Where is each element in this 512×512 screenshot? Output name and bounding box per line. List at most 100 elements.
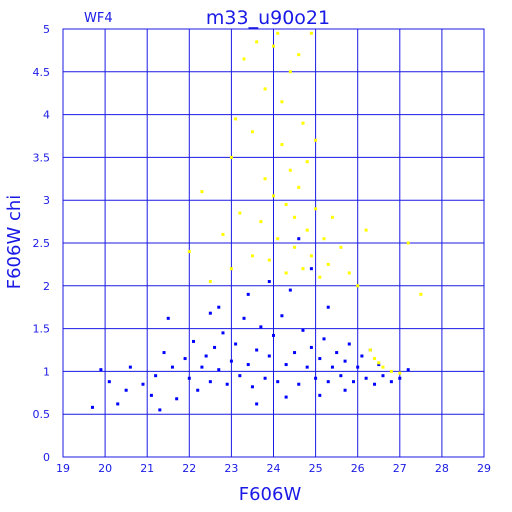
scatter-point	[301, 328, 305, 332]
scatter-point	[99, 368, 103, 372]
scatter-point	[339, 245, 343, 249]
scatter-point	[280, 314, 284, 318]
scatter-point	[364, 376, 368, 380]
scatter-point	[229, 155, 233, 159]
y-tick-label: 1.5	[33, 323, 51, 336]
scatter-point	[377, 363, 381, 367]
scatter-point	[267, 258, 271, 262]
scatter-point	[284, 202, 288, 206]
scatter-point	[351, 380, 355, 384]
scatter-point	[234, 117, 238, 121]
y-tick-label: 0	[43, 451, 50, 464]
scatter-point	[335, 351, 339, 355]
scatter-point	[213, 345, 217, 349]
y-tick-label: 3.5	[33, 151, 51, 164]
scatter-point	[162, 351, 166, 355]
x-tick-labels: 19 20 21 22 23 24 25 26 27 28 29	[56, 462, 491, 475]
scatter-point	[284, 395, 288, 399]
scatter-point	[305, 228, 309, 232]
scatter-point	[377, 361, 381, 365]
scatter-point	[221, 232, 225, 236]
scatter-point	[373, 382, 377, 386]
scatter-point	[288, 70, 292, 74]
scatter-point	[234, 342, 238, 346]
y-tick-label: 4	[43, 109, 50, 122]
scatter-point	[107, 380, 111, 384]
scatter-point	[305, 160, 309, 164]
scatter-point	[238, 211, 242, 215]
scatter-point	[149, 393, 153, 397]
scatter-point	[255, 348, 259, 352]
y-tick-label: 2	[43, 280, 50, 293]
scatter-point	[200, 190, 204, 194]
x-tick-label: 21	[140, 462, 154, 475]
scatter-point	[318, 275, 322, 279]
x-tick-label: 23	[224, 462, 238, 475]
scatter-point	[238, 374, 242, 378]
scatter-point	[293, 245, 297, 249]
y-tick-labels: 0 0.5 1 1.5 2 2.5 3 3.5 4 4.5 5	[33, 23, 51, 464]
scatter-point	[347, 271, 351, 275]
scatter-point	[419, 292, 423, 296]
data-points	[90, 31, 423, 412]
scatter-point	[267, 280, 271, 284]
scatter-point	[229, 359, 233, 363]
scatter-point	[242, 316, 246, 320]
scatter-series-0	[90, 237, 410, 412]
scatter-point	[326, 305, 330, 309]
y-tick-label: 0.5	[33, 408, 51, 421]
scatter-point	[250, 385, 254, 389]
scatter-point	[373, 357, 377, 361]
scatter-point	[225, 382, 229, 386]
scatter-point	[305, 365, 309, 369]
scatter-point	[175, 397, 179, 401]
scatter-point	[272, 194, 275, 198]
scatter-point	[398, 376, 402, 380]
scatter-point	[314, 376, 318, 380]
scatter-point	[339, 374, 343, 378]
scatter-point	[263, 376, 267, 380]
scatter-point	[229, 267, 233, 271]
scatter-point	[364, 228, 368, 232]
scatter-point	[343, 388, 347, 392]
y-axis-label: F606W chi	[4, 195, 25, 290]
scatter-point	[318, 357, 322, 361]
scatter-point	[208, 311, 212, 315]
scatter-point	[183, 357, 187, 361]
chart-title: m33_u90o21	[206, 7, 330, 29]
x-tick-label: 26	[351, 462, 365, 475]
scatter-point	[246, 292, 250, 296]
scatter-point	[187, 250, 191, 254]
scatter-point	[276, 237, 280, 241]
scatter-point	[347, 342, 351, 346]
scatter-series-1	[187, 31, 423, 375]
scatter-point	[356, 365, 360, 369]
scatter-point	[272, 44, 275, 48]
scatter-point	[246, 363, 250, 367]
scatter-point	[250, 130, 254, 134]
x-tick-label: 19	[56, 462, 70, 475]
scatter-point	[255, 402, 259, 406]
scatter-point	[255, 40, 259, 44]
scatter-point	[309, 267, 313, 271]
scatter-point	[141, 382, 145, 386]
scatter-point	[309, 254, 313, 258]
scatter-point	[381, 374, 385, 378]
y-tick-label: 1	[43, 365, 50, 378]
scatter-point	[343, 359, 347, 363]
scatter-point	[124, 388, 128, 392]
scatter-point	[314, 207, 318, 211]
scatter-point	[288, 168, 292, 172]
scatter-point	[326, 380, 330, 384]
scatter-point	[297, 185, 301, 189]
scatter-point	[204, 354, 208, 358]
panel-label: WF4	[84, 11, 113, 26]
y-tick-label: 2.5	[33, 237, 51, 250]
x-tick-label: 22	[182, 462, 196, 475]
scatter-point	[90, 405, 94, 409]
scatter-point	[297, 382, 301, 386]
scatter-point	[276, 31, 280, 35]
scatter-point	[284, 271, 288, 275]
scatter-point	[368, 348, 372, 352]
